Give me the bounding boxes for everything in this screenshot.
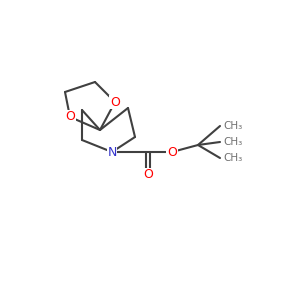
Text: O: O (65, 110, 75, 124)
Text: O: O (167, 146, 177, 158)
Text: CH₃: CH₃ (223, 121, 242, 131)
Text: CH₃: CH₃ (223, 153, 242, 163)
Text: O: O (143, 169, 153, 182)
Text: O: O (110, 95, 120, 109)
Text: CH₃: CH₃ (223, 137, 242, 147)
Text: N: N (107, 146, 117, 158)
